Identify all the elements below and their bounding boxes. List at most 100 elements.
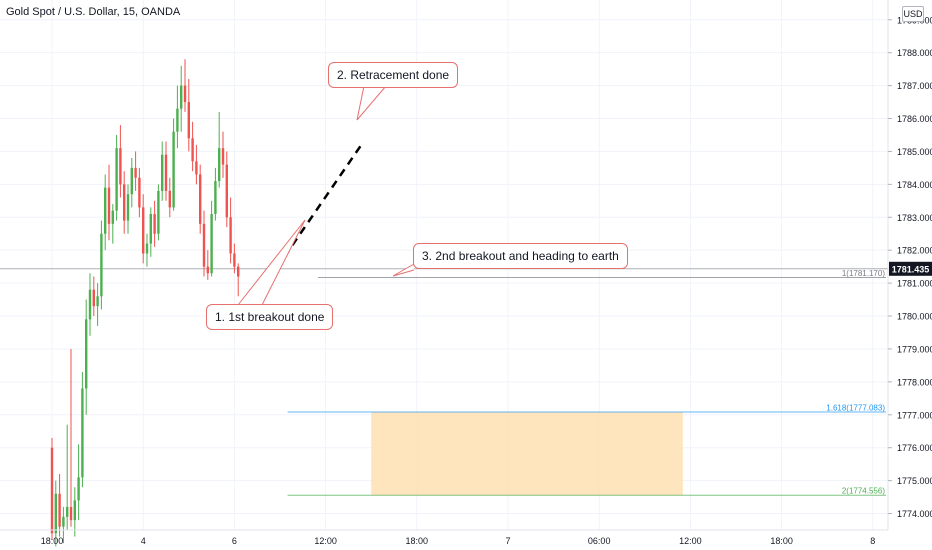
candle[interactable]: [111, 204, 114, 244]
candle-body: [172, 131, 175, 208]
candle[interactable]: [119, 125, 122, 198]
candle[interactable]: [58, 474, 61, 537]
candle[interactable]: [161, 141, 164, 201]
candle-body: [104, 187, 107, 234]
callout-retracement[interactable]: 2. Retracement done: [328, 62, 459, 88]
candle[interactable]: [88, 273, 92, 336]
candle[interactable]: [145, 233, 149, 267]
x-tick-label: 18:00: [41, 536, 64, 546]
candle-body: [107, 187, 111, 224]
candle-body: [210, 213, 213, 274]
candle-body: [54, 493, 57, 534]
candle[interactable]: [85, 299, 88, 415]
candle[interactable]: [195, 144, 198, 185]
candle-body: [58, 493, 61, 527]
candle-body: [88, 289, 92, 320]
callout-3-pointer: [392, 263, 415, 277]
candle[interactable]: [153, 200, 156, 247]
x-tick-label: 06:00: [588, 536, 611, 546]
x-tick-label: 8: [870, 536, 875, 546]
candle-body: [191, 138, 194, 162]
candle[interactable]: [206, 250, 209, 280]
candle[interactable]: [115, 134, 118, 221]
y-tick-label: 1786.000: [897, 114, 932, 124]
candle-body: [221, 148, 225, 165]
candle[interactable]: [172, 118, 175, 211]
candle[interactable]: [149, 207, 152, 257]
candle-body: [214, 181, 217, 214]
x-tick-label: 6: [232, 536, 237, 546]
candle[interactable]: [107, 164, 111, 241]
currency-button[interactable]: USD: [902, 6, 924, 22]
candle-body: [149, 213, 152, 244]
candle-body: [66, 506, 69, 517]
candle[interactable]: [210, 200, 213, 277]
candle[interactable]: [69, 348, 73, 527]
y-tick-label: 1775.000: [897, 476, 932, 486]
y-axis[interactable]: 1774.000 1775.000 1776.000 1777.000 1778.000…: [888, 15, 932, 519]
target-zone[interactable]: [371, 412, 683, 496]
candle-body: [187, 102, 190, 139]
candle[interactable]: [202, 210, 206, 277]
candle[interactable]: [138, 167, 141, 218]
y-tick-label: 1774.000: [897, 509, 932, 519]
y-tick-label: 1777.000: [897, 410, 932, 420]
candle-body: [111, 210, 114, 224]
y-tick-label: 1782.000: [897, 246, 932, 256]
candle[interactable]: [157, 184, 160, 241]
candle[interactable]: [218, 111, 221, 188]
candle[interactable]: [214, 167, 217, 221]
candle-body: [153, 213, 156, 234]
candle[interactable]: [73, 487, 76, 537]
candle[interactable]: [176, 85, 179, 149]
candle-body: [130, 167, 133, 195]
candle-body: [100, 233, 103, 297]
candle-body: [81, 388, 84, 478]
candle-body: [176, 108, 179, 132]
candle[interactable]: [62, 506, 65, 544]
candle[interactable]: [134, 151, 137, 191]
candle[interactable]: [96, 283, 99, 326]
candle[interactable]: [123, 171, 126, 234]
candle[interactable]: [126, 184, 130, 234]
candle[interactable]: [104, 174, 107, 251]
candle-body: [180, 85, 183, 109]
x-axis[interactable]: 18:00 4 6 12:00 18:00 7 06:00 12:00 18:00 8: [41, 536, 876, 546]
candle[interactable]: [187, 79, 190, 152]
candle[interactable]: [237, 263, 240, 297]
candle[interactable]: [77, 444, 80, 521]
candle-body: [69, 506, 73, 521]
candle[interactable]: [233, 243, 236, 274]
candle[interactable]: [183, 59, 187, 112]
candle[interactable]: [180, 65, 183, 132]
candle[interactable]: [92, 276, 95, 317]
y-tick-label: 1780.000: [897, 312, 932, 322]
candle[interactable]: [100, 220, 103, 310]
candles-layer: [50, 59, 240, 547]
candle[interactable]: [164, 141, 168, 201]
candle[interactable]: [229, 197, 232, 264]
candle-body: [206, 266, 209, 274]
callout-1-pointer: [237, 219, 306, 306]
candle-body: [77, 477, 80, 501]
last-price-value: 1781.435: [892, 264, 930, 274]
candle[interactable]: [81, 371, 84, 488]
candle-body: [233, 253, 236, 267]
symbol-title: Gold Spot / U.S. Dollar, 15, OANDA: [6, 6, 181, 18]
candle[interactable]: [66, 424, 69, 530]
candle-body: [199, 174, 202, 224]
candle[interactable]: [142, 194, 145, 264]
callout-2nd-breakout[interactable]: 3. 2nd breakout and heading to earth: [413, 243, 628, 269]
candle[interactable]: [191, 121, 194, 172]
candle[interactable]: [168, 177, 171, 218]
candle[interactable]: [221, 131, 225, 178]
candle[interactable]: [225, 151, 228, 228]
candle-body: [50, 447, 54, 534]
candle-body: [183, 85, 187, 103]
candle[interactable]: [199, 164, 202, 234]
callout-1st-breakout[interactable]: 1. 1st breakout done: [206, 304, 334, 330]
candle[interactable]: [130, 158, 133, 208]
candle[interactable]: [50, 437, 54, 540]
candle[interactable]: [54, 480, 57, 547]
